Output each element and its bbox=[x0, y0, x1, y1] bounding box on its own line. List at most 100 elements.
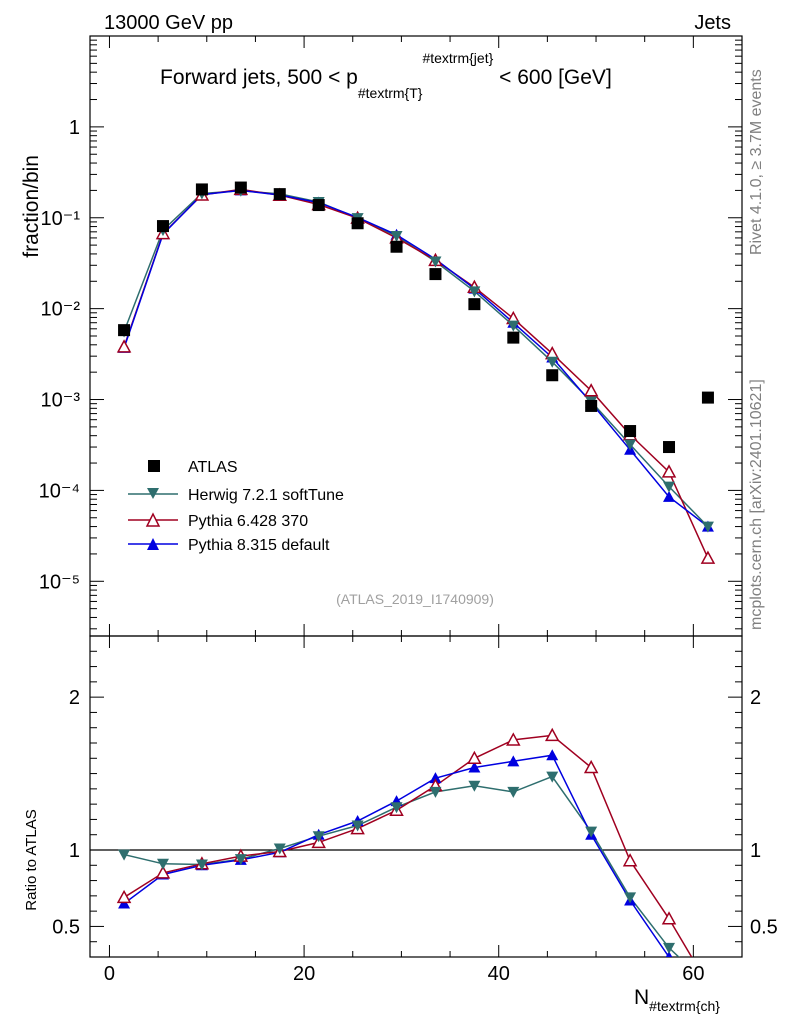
data-point-atlas bbox=[273, 188, 286, 201]
ratio-point-herwig bbox=[663, 942, 676, 954]
ratio-panel-frame bbox=[89, 635, 743, 958]
data-point-herwig bbox=[429, 256, 442, 268]
ratio-point-herwig bbox=[390, 802, 403, 814]
data-point-atlas bbox=[624, 425, 637, 438]
ratio-point-pythia6 bbox=[544, 727, 560, 742]
rivet-label: Rivet 4.1.0, ≥ 3.7M events bbox=[748, 69, 765, 255]
data-point-atlas bbox=[351, 217, 364, 230]
y-tick-label-ratio-right: 2 bbox=[750, 687, 761, 709]
data-point-pythia6 bbox=[583, 383, 599, 397]
data-point-pythia8 bbox=[663, 490, 676, 502]
ratio-point-pythia8 bbox=[468, 761, 481, 773]
x-axis-label-main: N bbox=[634, 986, 649, 1009]
data-point-pythia6 bbox=[661, 464, 677, 478]
data-point-atlas bbox=[429, 268, 442, 281]
data-point-atlas bbox=[234, 181, 247, 194]
data-point-herwig bbox=[468, 286, 481, 298]
y-tick-label-main: 10⁻⁵ bbox=[39, 571, 80, 593]
data-point-herwig bbox=[546, 356, 559, 368]
ratio-point-herwig bbox=[234, 854, 247, 866]
legend-label-pythia6: Pythia 6.428 370 bbox=[188, 513, 308, 530]
ratio-point-herwig bbox=[156, 858, 169, 870]
data-point-herwig bbox=[624, 439, 637, 451]
x-axis-label-sub: #textrm{ch} bbox=[649, 998, 720, 1014]
plot-title-sub: #textrm{T} bbox=[358, 85, 423, 101]
legend-marker-herwig bbox=[147, 488, 159, 499]
y-tick-label-main: 1 bbox=[69, 117, 80, 139]
ratio-point-pythia8 bbox=[665, 951, 673, 957]
energy-label: 13000 GeV pp bbox=[104, 12, 233, 34]
x-tick-label: 0 bbox=[104, 963, 115, 985]
data-point-atlas bbox=[468, 298, 481, 311]
ratio-series-group bbox=[116, 727, 693, 957]
ratio-point-pythia6 bbox=[506, 732, 521, 746]
y-tick-label-ratio-right: 0.5 bbox=[750, 916, 778, 938]
ratio-point-herwig bbox=[429, 786, 442, 798]
ratio-point-pythia8 bbox=[429, 772, 442, 784]
y-tick-label-ratio-right: 1 bbox=[750, 840, 761, 862]
data-point-pythia6 bbox=[116, 339, 132, 353]
ratio-data-marks bbox=[116, 727, 693, 957]
y-tick-label-main: 10⁻⁴ bbox=[39, 480, 80, 502]
legend: ATLAS Herwig 7.2.1 softTune Pythia 6.428… bbox=[128, 459, 344, 554]
y-tick-label-ratio: 1 bbox=[69, 840, 80, 862]
plot-title-tail: < 600 [GeV] bbox=[493, 66, 612, 89]
legend-marker-pythia8 bbox=[147, 538, 159, 550]
data-point-atlas bbox=[312, 199, 325, 212]
legend-label-pythia8: Pythia 8.315 default bbox=[188, 537, 330, 554]
ratio-point-herwig bbox=[585, 826, 598, 838]
legend-marker-pythia6 bbox=[145, 512, 161, 527]
ratio-point-herwig bbox=[624, 892, 637, 904]
ratio-line-pythia6 bbox=[123, 734, 693, 957]
ratio-point-herwig bbox=[273, 843, 286, 855]
main-axis-ticks: 1 10⁻¹ 10⁻² 10⁻³ 10⁻⁴ 10⁻⁵ bbox=[39, 35, 742, 636]
ratio-point-pythia6 bbox=[661, 911, 677, 925]
data-point-atlas bbox=[546, 369, 559, 382]
data-point-atlas bbox=[156, 220, 169, 233]
data-point-herwig bbox=[701, 521, 714, 533]
ratio-point-herwig bbox=[507, 786, 520, 798]
data-point-herwig bbox=[390, 230, 403, 242]
analysis-id: (ATLAS_2019_I1740909) bbox=[336, 591, 494, 607]
x-tick-label: 40 bbox=[488, 963, 510, 985]
ratio-point-pythia8 bbox=[546, 749, 559, 761]
plot-title: Forward jets, 500 < p#textrm{T} #textrm{j… bbox=[160, 50, 612, 101]
data-point-atlas bbox=[390, 240, 403, 253]
data-point-atlas bbox=[701, 391, 714, 404]
y-tick-label-main: 10⁻² bbox=[41, 299, 81, 321]
ratio-point-pythia6 bbox=[622, 853, 638, 867]
ratio-point-herwig bbox=[468, 780, 481, 792]
ratio-point-pythia6 bbox=[155, 865, 171, 879]
x-axis-label: N#textrm{ch} bbox=[634, 986, 720, 1014]
mcplots-label: mcplots.cern.ch [arXiv:2401.10621] bbox=[748, 379, 765, 630]
data-point-atlas bbox=[118, 324, 131, 337]
data-point-herwig bbox=[663, 481, 676, 493]
ratio-y-label: Ratio to ATLAS bbox=[23, 809, 40, 910]
category-label: Jets bbox=[694, 12, 731, 34]
data-point-atlas bbox=[585, 399, 598, 412]
series-line-herwig bbox=[123, 190, 709, 528]
legend-label-herwig: Herwig 7.2.1 softTune bbox=[188, 487, 344, 504]
y-tick-label-main: 10⁻¹ bbox=[41, 208, 81, 230]
main-y-label: fraction/bin bbox=[20, 155, 43, 258]
ratio-point-herwig bbox=[195, 859, 208, 871]
ratio-point-pythia8 bbox=[507, 755, 520, 767]
ratio-axis-ticks: 0 20 40 60 2 2 1 1 0.5 0.5 bbox=[52, 636, 778, 985]
legend-marker-atlas bbox=[148, 460, 160, 472]
ratio-point-herwig bbox=[312, 831, 325, 843]
plot-title-main: Forward jets, 500 < p bbox=[160, 66, 358, 89]
data-point-atlas bbox=[195, 183, 208, 196]
y-tick-label-ratio: 0.5 bbox=[52, 916, 80, 938]
ratio-point-herwig bbox=[351, 820, 364, 832]
ratio-point-herwig bbox=[118, 849, 131, 861]
ratio-line-herwig bbox=[123, 775, 680, 957]
x-tick-label: 60 bbox=[682, 963, 704, 985]
y-tick-label-main: 10⁻³ bbox=[41, 390, 81, 412]
plot-title-sup: #textrm{jet} bbox=[422, 50, 493, 66]
ratio-point-pythia6 bbox=[467, 750, 482, 765]
ratio-point-herwig bbox=[546, 771, 559, 783]
data-point-herwig bbox=[507, 320, 520, 332]
ratio-line-pythia8 bbox=[123, 754, 671, 957]
data-point-atlas bbox=[663, 441, 676, 454]
